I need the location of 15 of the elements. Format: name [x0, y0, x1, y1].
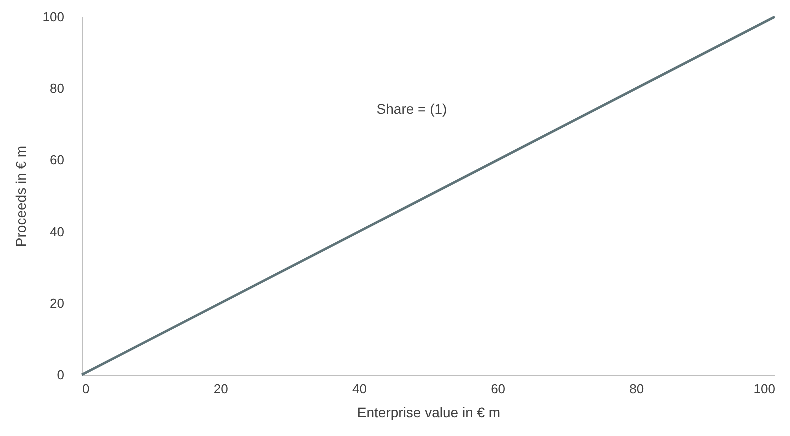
x-tick-label: 0: [82, 382, 90, 396]
y-tick-label: 60: [50, 152, 64, 168]
annotation: Share = (1): [376, 101, 448, 117]
y-tick-label: 80: [50, 81, 64, 96]
x-tick-label: 20: [214, 382, 228, 396]
y-tick-label: 100: [42, 10, 64, 24]
y-axis-title: Proceeds in € m: [12, 146, 29, 248]
y-tick-label: 20: [50, 296, 64, 311]
x-tick-label: 80: [630, 382, 644, 396]
x-tick-label: 40: [352, 382, 367, 396]
x-axis-title: Enterprise value in € m: [357, 404, 501, 420]
x-tick-label: 60: [491, 382, 506, 396]
y-tick-label: 0: [57, 368, 64, 382]
x-tick-label: 100: [754, 382, 776, 396]
y-tick-label: 40: [50, 224, 64, 240]
